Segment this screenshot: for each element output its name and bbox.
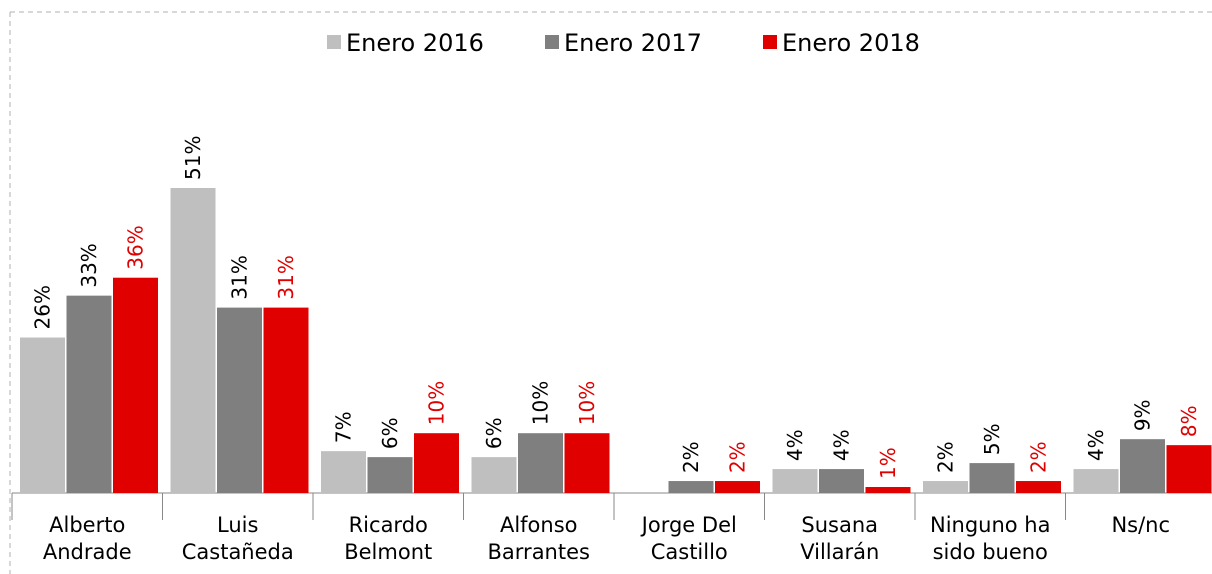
bar [668, 481, 714, 493]
legend-swatch [763, 35, 777, 49]
value-label: 2% [934, 441, 958, 473]
value-label: 4% [830, 429, 854, 461]
bar [217, 307, 262, 493]
bar [819, 469, 864, 493]
legend-label: Enero 2016 [346, 29, 484, 57]
legend-swatch [545, 35, 559, 49]
value-label: 10% [575, 381, 599, 425]
bar [1166, 445, 1212, 493]
bar [321, 451, 366, 493]
bar [170, 188, 216, 493]
value-label: 9% [1131, 399, 1155, 431]
value-label: 33% [77, 243, 101, 287]
legend-label: Enero 2018 [782, 29, 920, 57]
value-label: 31% [274, 255, 298, 299]
value-label: 26% [31, 285, 55, 329]
bar [471, 457, 517, 493]
bar [923, 481, 968, 493]
x-tick-label: Ricardo Belmont [344, 513, 433, 564]
value-label: 2% [726, 441, 750, 473]
bar [414, 433, 459, 493]
value-label: 10% [529, 381, 553, 425]
value-label: 4% [1084, 429, 1108, 461]
value-label: 31% [228, 255, 252, 299]
bar [564, 433, 610, 493]
bar [865, 487, 911, 493]
bar [518, 433, 563, 493]
legend-label: Enero 2017 [564, 29, 702, 57]
value-label: 36% [124, 225, 148, 269]
x-tick-label: Susana Villarán [800, 513, 880, 564]
bar [1120, 439, 1165, 493]
x-tick-label: Ninguno ha sido bueno [929, 513, 1051, 564]
value-label: 6% [482, 417, 506, 449]
value-label: 7% [332, 411, 356, 443]
bar [715, 481, 760, 493]
value-label: 2% [679, 441, 703, 473]
value-label: 51% [181, 136, 205, 180]
value-label: 4% [783, 429, 807, 461]
x-tick-label: Jorge Del Castillo [641, 513, 737, 564]
bar [1016, 481, 1061, 493]
x-tick-label: Ns/nc [1111, 513, 1171, 537]
value-label: 10% [425, 381, 449, 425]
x-tick-label: Alfonso Barrantes [487, 513, 590, 564]
value-label: 8% [1177, 405, 1201, 437]
x-tick-label: Alberto Andrade [42, 513, 132, 564]
legend-swatch [327, 35, 341, 49]
bar [772, 469, 818, 493]
bar [20, 337, 65, 493]
bar [367, 457, 413, 493]
bar [263, 307, 309, 493]
bar [969, 463, 1015, 493]
value-label: 2% [1027, 441, 1051, 473]
value-label: 1% [876, 447, 900, 479]
value-label: 5% [980, 423, 1004, 455]
bar [113, 277, 158, 493]
bar [1073, 469, 1119, 493]
x-tick-label: Luis Castañeda [181, 513, 294, 564]
value-label: 6% [378, 417, 402, 449]
bar [66, 295, 112, 493]
